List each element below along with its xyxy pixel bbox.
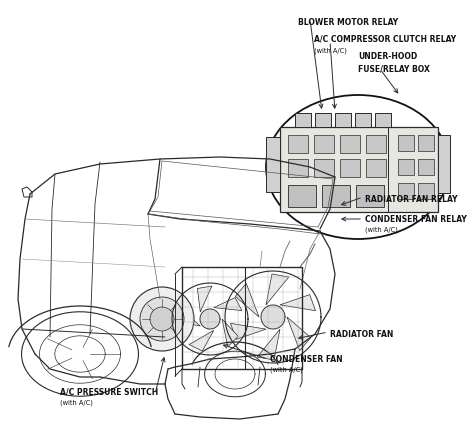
Polygon shape: [222, 319, 238, 347]
Bar: [315, 114, 331, 128]
Circle shape: [140, 297, 184, 341]
Bar: [418, 159, 434, 176]
Text: A/C COMPRESSOR CLUTCH RELAY: A/C COMPRESSOR CLUTCH RELAY: [314, 35, 456, 44]
Text: UNDER-HOOD: UNDER-HOOD: [358, 52, 417, 61]
Bar: [322, 186, 350, 208]
Bar: [398, 136, 414, 152]
Text: CONDENSER FAN RELAY: CONDENSER FAN RELAY: [365, 215, 467, 223]
Polygon shape: [197, 286, 212, 312]
Circle shape: [261, 305, 285, 329]
Bar: [266, 138, 280, 193]
Text: (with A/C): (with A/C): [314, 47, 347, 53]
Bar: [398, 159, 414, 176]
Polygon shape: [266, 274, 289, 305]
Bar: [355, 114, 371, 128]
Polygon shape: [287, 317, 311, 351]
Polygon shape: [235, 284, 259, 317]
Polygon shape: [189, 331, 214, 351]
Text: RADIATOR FAN RELAY: RADIATOR FAN RELAY: [365, 194, 457, 204]
Bar: [375, 114, 391, 128]
Circle shape: [150, 307, 174, 331]
Polygon shape: [257, 329, 280, 360]
Text: BLOWER MOTOR RELAY: BLOWER MOTOR RELAY: [298, 18, 398, 27]
Bar: [288, 136, 308, 154]
Text: (with A/C): (with A/C): [60, 399, 93, 406]
Polygon shape: [214, 298, 242, 311]
Bar: [314, 136, 334, 154]
Circle shape: [200, 309, 220, 329]
Text: (with A/C): (with A/C): [365, 226, 398, 233]
Text: (with A/C): (with A/C): [270, 366, 303, 373]
Bar: [366, 159, 386, 177]
Bar: [398, 184, 414, 200]
Text: CONDENSER FAN: CONDENSER FAN: [270, 354, 343, 363]
Bar: [280, 128, 438, 212]
Bar: [340, 159, 360, 177]
Polygon shape: [177, 307, 201, 326]
Bar: [288, 159, 308, 177]
Bar: [335, 114, 351, 128]
Circle shape: [130, 287, 194, 351]
Bar: [418, 136, 434, 152]
Text: A/C PRESSURE SWITCH: A/C PRESSURE SWITCH: [60, 387, 158, 396]
Bar: [418, 184, 434, 200]
Bar: [295, 114, 311, 128]
Bar: [438, 136, 450, 194]
Bar: [340, 136, 360, 154]
Bar: [356, 186, 384, 208]
Bar: [366, 136, 386, 154]
Text: RADIATOR FAN: RADIATOR FAN: [330, 329, 393, 338]
Bar: [288, 186, 316, 208]
Polygon shape: [280, 295, 316, 311]
Text: FUSE/RELAY BOX: FUSE/RELAY BOX: [358, 64, 430, 73]
Bar: [314, 159, 334, 177]
Polygon shape: [230, 324, 266, 339]
